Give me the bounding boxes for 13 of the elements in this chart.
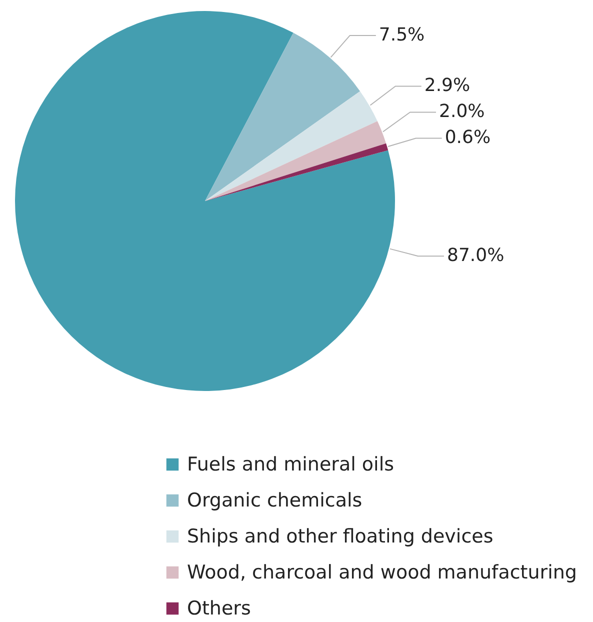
- legend-label: Wood, charcoal and wood manufacturing: [187, 562, 577, 584]
- data-label: 87.0%: [446, 245, 504, 266]
- data-label: 7.5%: [378, 24, 425, 46]
- data-label: 0.6%: [444, 127, 491, 148]
- pie-slice: [205, 121, 386, 201]
- legend-label: Ships and other floating devices: [187, 526, 494, 548]
- data-label: 2.9%: [424, 75, 470, 96]
- legend-label: Others: [187, 598, 251, 620]
- pie-slice: [205, 91, 378, 201]
- data-label: 2.0%: [439, 101, 485, 122]
- pie-slice: [205, 32, 360, 201]
- legend-label: Fuels and mineral oils: [187, 454, 394, 476]
- legend-label: Organic chemicals: [187, 490, 362, 512]
